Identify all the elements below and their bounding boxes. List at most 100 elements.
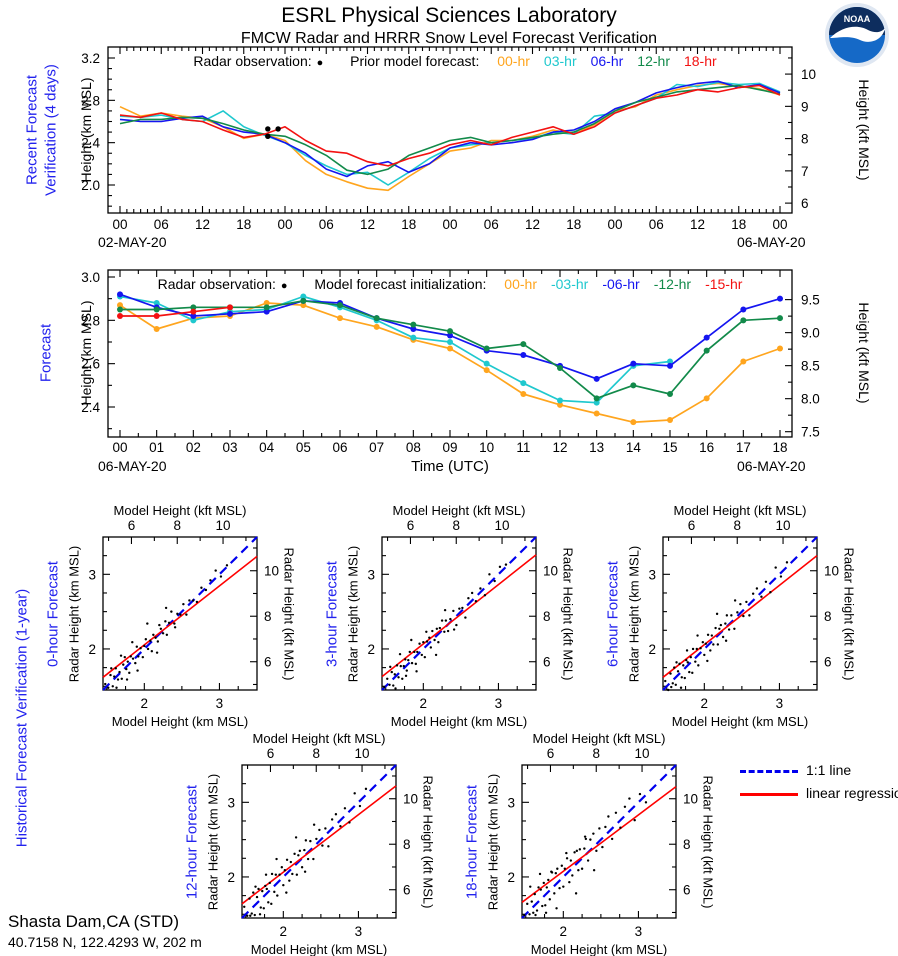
forecast-left-axis-title: Height (km MSL) (78, 300, 94, 406)
recent-panel-side-label: Recent Forecast Verification (4 days) (23, 64, 59, 196)
svg-text:05: 05 (296, 440, 311, 455)
svg-text:00: 00 (112, 217, 127, 232)
svg-text:14: 14 (626, 440, 642, 455)
svg-text:2: 2 (420, 696, 428, 711)
scatter-2-bottom-axis-title: Model Height (km MSL) (671, 714, 809, 729)
svg-text:3: 3 (635, 924, 643, 939)
svg-text:6: 6 (688, 518, 696, 533)
scatter-2-title: 6-hour Forecast (604, 560, 622, 667)
svg-text:15: 15 (662, 440, 677, 455)
svg-text:10: 10 (355, 746, 370, 761)
forecast-panel-side-label: Forecast (37, 323, 55, 383)
svg-text:2.6: 2.6 (81, 357, 100, 372)
svg-text:12: 12 (360, 217, 375, 232)
svg-text:10: 10 (635, 746, 650, 761)
svg-text:09: 09 (442, 440, 457, 455)
svg-text:2.8: 2.8 (81, 93, 100, 108)
legend-item-00-hr: 00-hr (504, 276, 537, 292)
scatter-1-title: 3-hour Forecast (323, 560, 341, 667)
svg-text:10: 10 (216, 518, 231, 533)
legend-item-12-hr: 12-hr (637, 53, 670, 69)
svg-text:3: 3 (88, 567, 96, 582)
scatter-4-bottom-axis-title: Model Height (km MSL) (530, 942, 668, 956)
forecast-date-right: 06-MAY-20 (737, 458, 806, 474)
svg-text:16: 16 (699, 440, 714, 455)
legend-item-neg12-hr: -12-hr (653, 276, 692, 292)
svg-text:18: 18 (731, 217, 746, 232)
recent-left-axis-title: Height (km MSL) (78, 77, 94, 183)
forecast-legend-obs-label: Radar observation: (157, 276, 276, 292)
radar-obs-dot-icon: ● (316, 57, 324, 69)
page-subtitle: FMCW Radar and HRRR Snow Level Forecast … (240, 30, 658, 47)
svg-text:2: 2 (648, 642, 656, 657)
svg-text:2: 2 (367, 642, 375, 657)
scatter-2-left-axis-title: Radar Height (km MSL) (626, 545, 642, 682)
svg-text:6: 6 (543, 655, 551, 670)
svg-text:10: 10 (495, 518, 510, 533)
legend-item-03-hr: 03-hr (543, 53, 577, 69)
recent-legend-model-label: Prior model forecast: (350, 53, 480, 69)
forecast-x-axis-title: Time (UTC) (411, 458, 489, 475)
svg-text:3: 3 (216, 696, 224, 711)
svg-text:3: 3 (776, 696, 784, 711)
svg-text:8: 8 (801, 132, 809, 147)
svg-text:NOAA: NOAA (844, 14, 871, 24)
svg-text:2: 2 (88, 642, 96, 657)
legend-item-00-hr: 00-hr (497, 53, 530, 69)
svg-text:12: 12 (195, 217, 210, 232)
noaa-logo: NOAA (824, 2, 890, 68)
legend-item-18-hr: 18-hr (683, 53, 717, 69)
regression-line-icon (740, 792, 798, 796)
svg-text:8: 8 (173, 518, 181, 533)
svg-text:12: 12 (690, 217, 705, 232)
svg-text:7.5: 7.5 (801, 425, 820, 440)
svg-text:3.0: 3.0 (81, 270, 100, 285)
legend-item-neg15-hr: -15-hr (705, 276, 743, 292)
svg-text:01: 01 (149, 440, 164, 455)
one-to-one-line-icon (740, 769, 798, 773)
svg-text:10: 10 (776, 518, 791, 533)
forecast-legend: Radar observation: ● Model forecast initi… (158, 276, 743, 292)
forecast-legend-items: 00-hr -03-hr -06-hr -12-hr -15-hr (490, 276, 742, 292)
svg-text:03: 03 (222, 440, 237, 455)
svg-text:18: 18 (566, 217, 581, 232)
forecast-legend-model-label: Model forecast initialization: (314, 276, 487, 292)
recent-date-right: 06-MAY-20 (737, 234, 806, 250)
scatter-4-top-axis-title: Model Height (kft MSL) (532, 731, 666, 746)
svg-text:12: 12 (525, 217, 540, 232)
scatter-3-left-axis-title: Radar Height (km MSL) (205, 773, 221, 910)
svg-text:6: 6 (824, 655, 832, 670)
scatter-1-left-axis-title: Radar Height (km MSL) (345, 545, 361, 682)
scatter-3-title: 12-hour Forecast (183, 784, 201, 899)
svg-text:18: 18 (401, 217, 416, 232)
svg-text:6: 6 (801, 196, 809, 211)
svg-text:10: 10 (403, 792, 418, 807)
forecast-date-left: 06-MAY-20 (98, 458, 167, 474)
svg-text:00: 00 (442, 217, 457, 232)
scatter-0-title: 0-hour Forecast (44, 560, 62, 667)
scatter-1-bottom-axis-title: Model Height (km MSL) (390, 714, 528, 729)
svg-text:6: 6 (683, 883, 691, 898)
legend-item-neg06-hr: -06-hr (602, 276, 640, 292)
station-coords: 40.7158 N, 122.4293 W, 202 m (8, 934, 202, 950)
scatter-0-left-axis-title: Radar Height (km MSL) (66, 545, 82, 682)
svg-text:2.8: 2.8 (81, 313, 100, 328)
svg-text:6: 6 (403, 883, 411, 898)
scatter-0-right-axis-title: Radar Height (kft MSL) (281, 547, 297, 680)
svg-text:10: 10 (264, 564, 279, 579)
svg-text:3: 3 (367, 567, 375, 582)
scatter-2-top-axis-title: Model Height (kft MSL) (673, 503, 807, 518)
svg-text:2: 2 (227, 870, 235, 885)
svg-text:11: 11 (516, 440, 530, 455)
svg-text:9: 9 (801, 99, 809, 114)
scatter-4-left-axis-title: Radar Height (km MSL) (485, 773, 501, 910)
svg-text:2: 2 (507, 870, 515, 885)
svg-text:13: 13 (589, 440, 604, 455)
svg-text:6: 6 (128, 518, 136, 533)
svg-text:9.5: 9.5 (801, 293, 820, 308)
svg-text:2: 2 (701, 696, 709, 711)
svg-text:10: 10 (824, 564, 839, 579)
scatter-0-bottom-axis-title: Model Height (km MSL) (111, 714, 249, 729)
noaa-logo-icon: NOAA (825, 3, 889, 67)
